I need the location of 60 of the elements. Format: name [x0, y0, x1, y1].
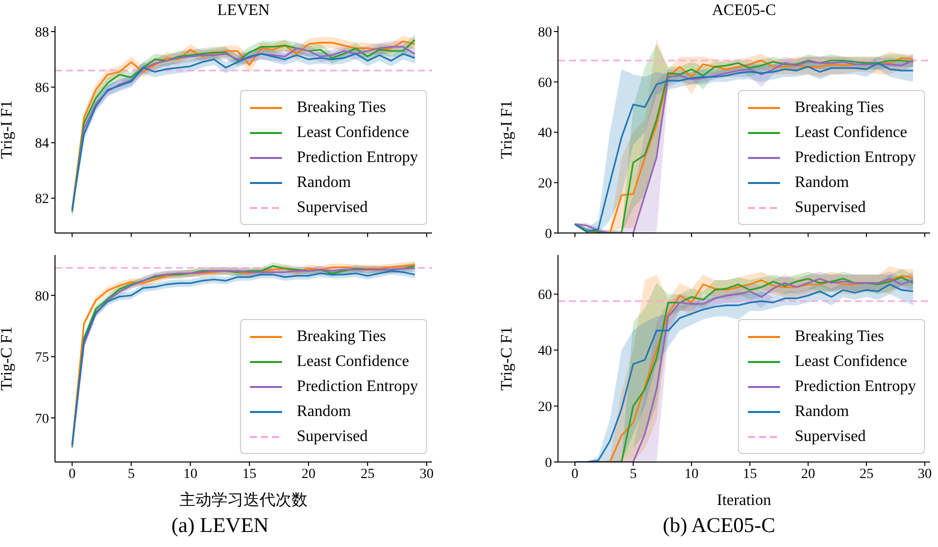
x-tick-label: 20 [801, 466, 816, 482]
legend-label: Supervised [794, 428, 866, 446]
y-tick-label: 0 [545, 456, 552, 471]
legend-label: Prediction Entropy [794, 148, 916, 166]
y-tick-label: 80 [35, 289, 49, 304]
legend-label: Breaking Ties [296, 328, 386, 346]
x-tick-label: 30 [918, 466, 932, 482]
y-tick-label: 20 [538, 176, 552, 192]
y-tick-label: 60 [538, 288, 552, 304]
legend-label: Least Confidence [296, 124, 410, 142]
y-axis-title: Trig-C F1 [0, 326, 16, 390]
y-tick-label: 86 [35, 81, 49, 96]
x-axis-title: 主动学习迭代次数 [180, 491, 308, 509]
legend-label: Breaking Ties [794, 328, 884, 346]
y-tick-label: 40 [538, 126, 552, 142]
x-tick-label: 25 [859, 466, 874, 482]
y-tick-label: 75 [35, 350, 49, 366]
y-tick-label: 70 [35, 412, 49, 427]
chart-title: ACE05-C [711, 2, 777, 20]
text: (b) ACE05-C [662, 513, 776, 538]
x-tick-label: 10 [684, 466, 699, 482]
legend-label: Prediction Entropy [794, 378, 916, 396]
x-tick-label: 5 [630, 466, 637, 482]
x-tick-label: 30 [420, 466, 434, 482]
y-tick-label: 20 [538, 400, 552, 416]
y-tick-label: 0 [545, 226, 552, 242]
x-tick-label: 5 [128, 466, 135, 482]
x-tick-label: 0 [68, 466, 76, 482]
y-axis-title: Trig-I F1 [498, 100, 516, 159]
legend-label: Random [296, 402, 351, 420]
legend-label: Prediction Entropy [296, 378, 418, 396]
x-tick-label: 25 [360, 466, 375, 482]
y-axis-title: Trig-C F1 [498, 326, 516, 390]
x-tick-label: 15 [242, 466, 256, 482]
legend-label: Least Confidence [296, 352, 410, 370]
legend-label: Supervised [794, 198, 866, 216]
legend-label: Breaking Ties [296, 98, 386, 116]
y-tick-label: 82 [35, 192, 49, 208]
legend-label: Random [794, 402, 849, 420]
x-tick-label: 10 [183, 466, 198, 482]
legend-label: Random [794, 174, 849, 192]
x-tick-label: 15 [742, 466, 757, 482]
x-tick-label: 0 [571, 466, 578, 482]
x-axis-title: Iteration [716, 492, 772, 509]
legend-label: Least Confidence [794, 124, 908, 142]
legend-label: Breaking Ties [794, 98, 884, 116]
chart-title: LEVEN [216, 2, 271, 20]
legend-label: Random [296, 174, 351, 192]
x-tick-label: 20 [302, 466, 316, 482]
legend-label: Prediction Entropy [296, 148, 418, 166]
legend-label: Least Confidence [794, 352, 908, 370]
legend-label: Supervised [296, 428, 368, 446]
y-tick-label: 60 [538, 76, 552, 91]
legend-label: Supervised [296, 198, 368, 216]
y-tick-label: 84 [35, 136, 49, 152]
text: (a) LEVEN [170, 513, 270, 538]
y-tick-label: 80 [538, 26, 552, 41]
y-axis-title: Trig-I F1 [0, 100, 16, 159]
y-tick-label: 88 [35, 26, 49, 41]
y-tick-label: 40 [538, 344, 552, 360]
